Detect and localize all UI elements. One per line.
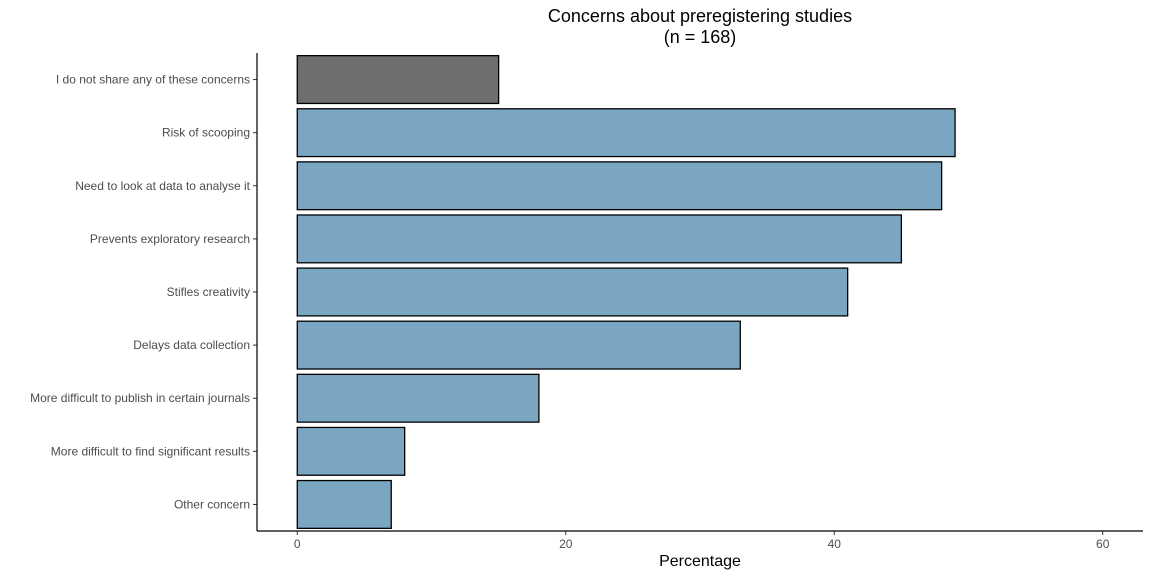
x-tick-label: 20 — [559, 537, 573, 551]
bar — [296, 479, 392, 529]
x-tick-label: 40 — [828, 537, 842, 551]
y-tick-label: Need to look at data to analyse it — [75, 179, 250, 193]
y-tick-label: More difficult to find significant resul… — [51, 444, 250, 458]
chart-title: Concerns about preregistering studies — [548, 6, 852, 26]
x-axis-title: Percentage — [659, 553, 741, 570]
chart-subtitle: (n = 168) — [664, 27, 737, 47]
bar — [296, 214, 903, 264]
y-tick-label: Other concern — [174, 497, 250, 511]
y-tick-label: Delays data collection — [133, 338, 250, 352]
bar — [296, 373, 540, 423]
y-tick-label: Prevents exploratory research — [90, 232, 250, 246]
bar — [296, 55, 500, 105]
y-tick-label: I do not share any of these concerns — [56, 73, 250, 87]
x-tick-label: 60 — [1096, 537, 1110, 551]
y-tick-label: Risk of scooping — [162, 126, 250, 140]
y-tick-label: Stifles creativity — [167, 285, 250, 299]
bar — [296, 267, 849, 317]
bar — [296, 161, 943, 211]
bar — [296, 426, 406, 476]
y-tick-label: More difficult to publish in certain jou… — [30, 391, 250, 405]
x-tick-label: 0 — [294, 537, 301, 551]
bar — [296, 320, 741, 370]
bars-layer — [296, 55, 956, 529]
y-axis: I do not share any of these concerns Risk… — [30, 53, 258, 531]
x-axis: 0 20 40 60 — [257, 530, 1143, 551]
bar — [296, 108, 956, 158]
